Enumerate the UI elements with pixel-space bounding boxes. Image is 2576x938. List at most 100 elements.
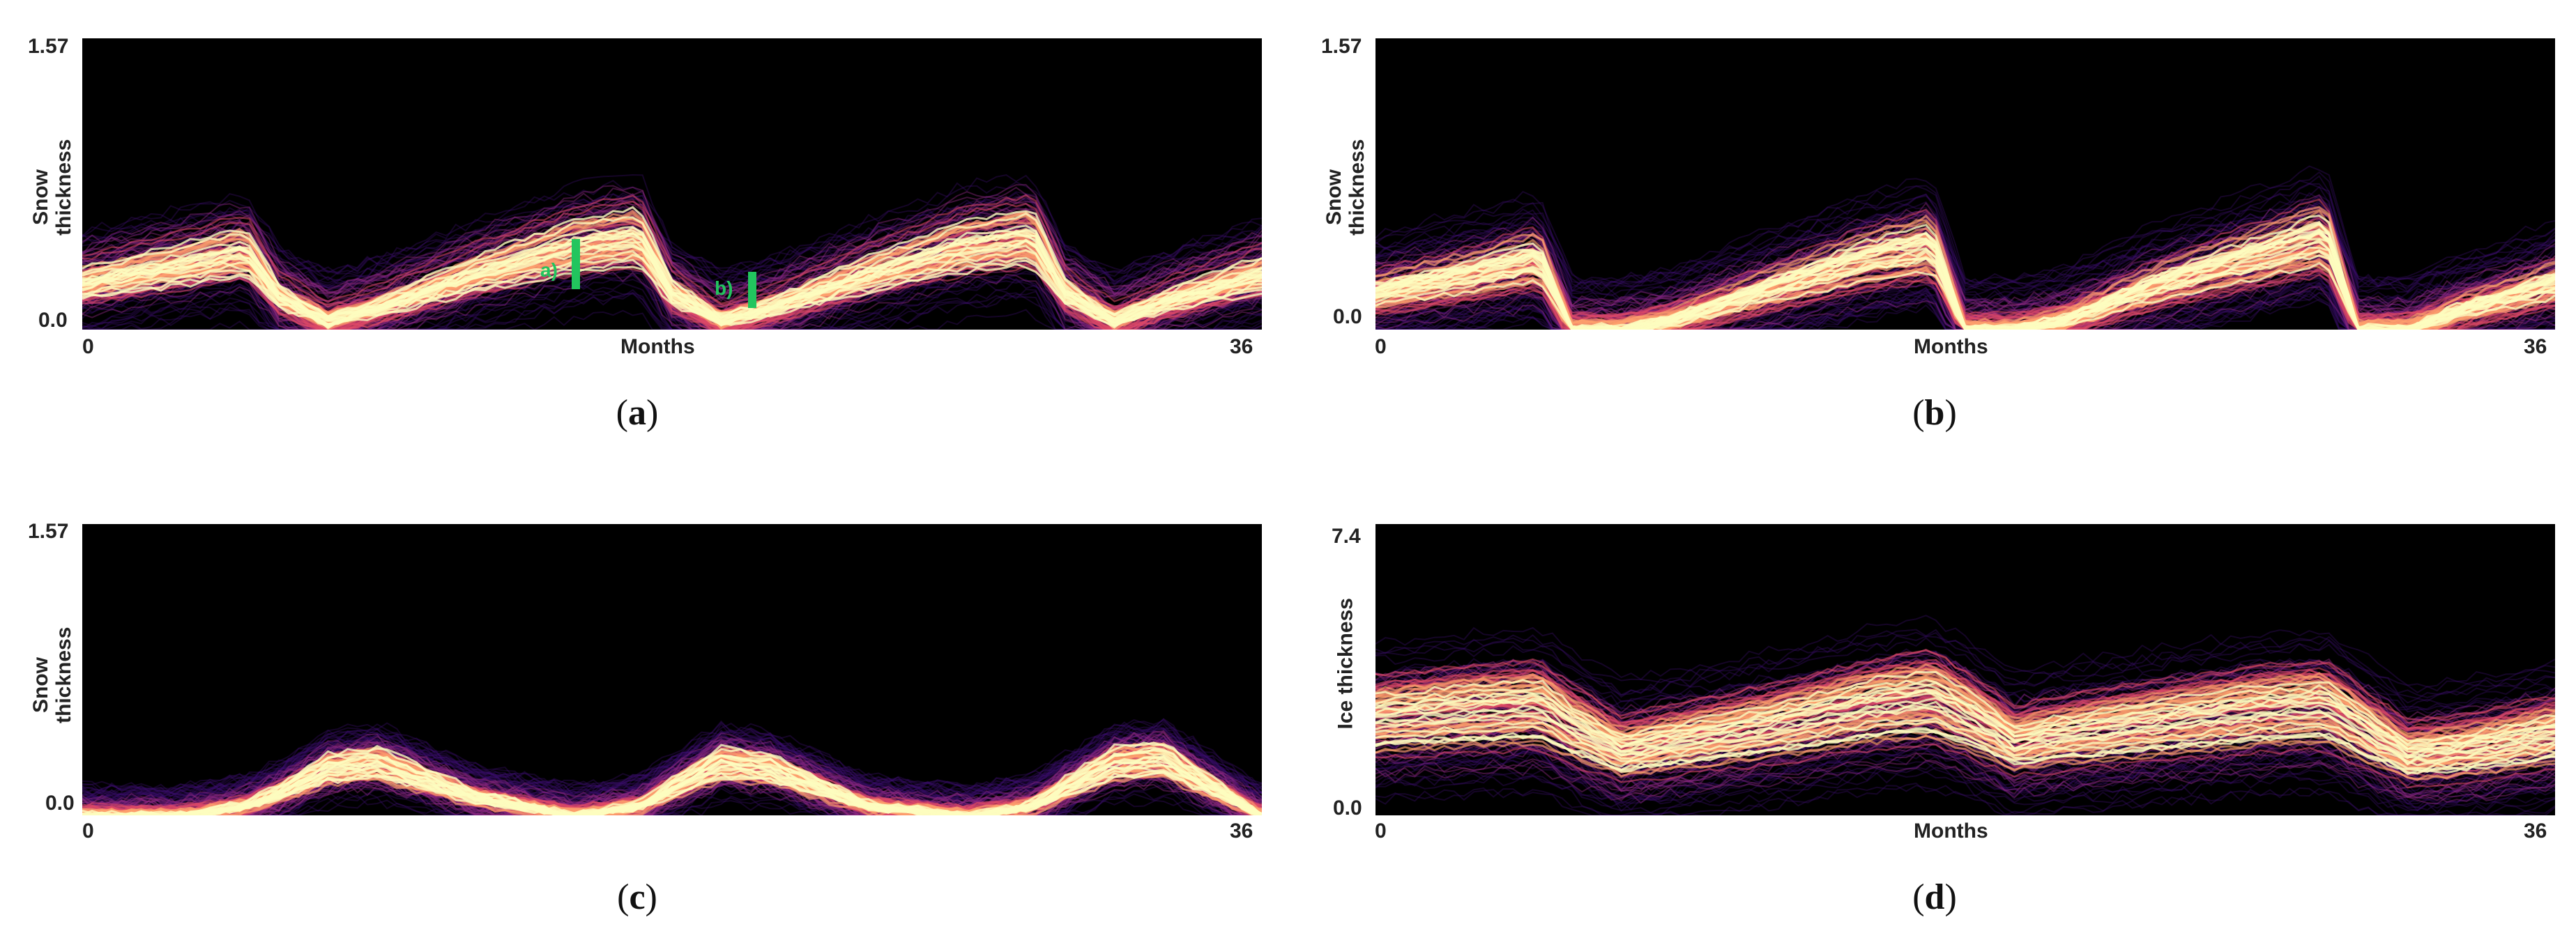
x-axis-label: Months — [1914, 335, 1988, 358]
x-right-label: 36 — [1230, 820, 1253, 843]
y-axis-label: Snow thickness — [1323, 139, 1369, 236]
ensemble-line — [82, 790, 1262, 815]
ensemble-line — [82, 730, 1262, 806]
ensemble-line — [1375, 700, 2555, 759]
ensemble-line — [1375, 717, 2555, 767]
ensemble-line — [1375, 767, 2555, 811]
y-bottom-label: 0.0 — [1333, 797, 1362, 820]
ensemble-line — [1375, 783, 2555, 815]
ensemble-line — [82, 193, 1262, 275]
ensemble-line — [82, 773, 1262, 815]
ensemble-line — [82, 735, 1262, 811]
chart-svg-d — [1375, 615, 2555, 815]
ensemble-line — [82, 772, 1262, 815]
ensemble-line — [1375, 175, 2555, 287]
ensemble-line — [82, 738, 1262, 809]
ensemble-line — [82, 776, 1262, 815]
ensemble-line — [82, 200, 1262, 309]
ensemble-line — [1375, 171, 2555, 293]
ensemble-line — [82, 740, 1262, 811]
ensemble-line — [82, 201, 1262, 312]
ensemble-line — [82, 192, 1262, 285]
ensemble-line — [82, 741, 1262, 805]
chart-svg-c — [82, 718, 1262, 815]
x-axis-label: Months — [1914, 820, 1988, 843]
ensemble-line — [1375, 233, 2555, 318]
ensemble-line — [1375, 207, 2555, 319]
x-right-label: 36 — [2524, 820, 2547, 843]
ensemble-line — [82, 721, 1262, 803]
ensemble-line — [1375, 213, 2555, 288]
ensemble-line — [1375, 735, 2555, 781]
y-bottom-label: 0.0 — [1333, 305, 1362, 328]
ensemble-line — [1375, 223, 2555, 305]
ensemble-line — [1375, 653, 2555, 721]
ensemble-line — [1375, 745, 2555, 805]
plot-area-d — [1375, 524, 2555, 815]
ensemble-line — [1375, 748, 2555, 796]
ensemble-line — [82, 769, 1262, 815]
ensemble-line — [82, 734, 1262, 811]
annotation-a: a) — [540, 259, 558, 281]
ensemble-line — [1375, 750, 2555, 799]
ensemble-line — [82, 728, 1262, 809]
ensemble-line — [1375, 199, 2555, 309]
annotation-marker-b — [748, 272, 756, 308]
caption-b: (b) — [1912, 393, 1957, 433]
ensemble-line — [1375, 246, 2555, 316]
ensemble-line — [82, 260, 1262, 330]
ensemble-line — [82, 238, 1262, 328]
ensemble-line — [1375, 735, 2555, 792]
ensemble-line — [82, 781, 1262, 815]
ensemble-line — [1375, 761, 2555, 809]
x-left-label: 0 — [82, 335, 94, 358]
ensemble-line — [82, 254, 1262, 327]
ensemble-line — [1375, 740, 2555, 799]
ensemble-line — [82, 194, 1262, 277]
ensemble-line — [1375, 738, 2555, 812]
ensemble-line — [1375, 227, 2555, 310]
ensemble-line — [82, 784, 1262, 815]
y-axis-label: Snow thickness — [29, 139, 75, 236]
ensemble-line — [82, 776, 1262, 815]
ensemble-line — [82, 737, 1262, 806]
ensemble-line — [82, 732, 1262, 797]
ensemble-line — [82, 255, 1262, 330]
chart-svg-b — [1375, 165, 2555, 330]
ensemble-line — [82, 774, 1262, 815]
caption-d: (d) — [1912, 877, 1957, 917]
ensemble-line — [82, 259, 1262, 330]
y-top-label: 7.4 — [1332, 525, 1361, 548]
ensemble-line — [82, 194, 1262, 305]
ensemble-line — [82, 767, 1262, 815]
ensemble-line — [1375, 720, 2555, 770]
ensemble-line — [1375, 728, 2555, 775]
ensemble-line — [82, 174, 1262, 284]
ensemble-line — [1375, 748, 2555, 802]
x-right-label: 36 — [2524, 335, 2547, 358]
ensemble-line — [82, 741, 1262, 804]
ensemble-line — [1375, 192, 2555, 307]
caption-a: (a) — [616, 393, 659, 433]
x-axis-label: Months — [620, 335, 695, 358]
y-bottom-label: 0.0 — [45, 792, 75, 815]
ensemble-line — [82, 259, 1262, 330]
chart-svg-a — [82, 174, 1262, 330]
ensemble-line — [82, 730, 1262, 811]
x-left-label: 0 — [82, 820, 94, 843]
annotation-b: b) — [715, 277, 733, 299]
y-top-label: 1.57 — [28, 520, 69, 543]
ensemble-line — [1375, 670, 2555, 744]
ensemble-line — [82, 732, 1262, 810]
ensemble-line — [82, 206, 1262, 318]
ensemble-line — [1375, 659, 2555, 731]
ensemble-line — [1375, 752, 2555, 804]
ensemble-line — [82, 191, 1262, 289]
ensemble-line — [1375, 648, 2555, 724]
ensemble-line — [82, 735, 1262, 791]
ensemble-line — [1375, 755, 2555, 805]
y-top-label: 1.57 — [1321, 35, 1362, 58]
annotation-marker-a — [572, 239, 580, 289]
ensemble-line — [1375, 615, 2555, 688]
ensemble-line — [1375, 629, 2555, 699]
